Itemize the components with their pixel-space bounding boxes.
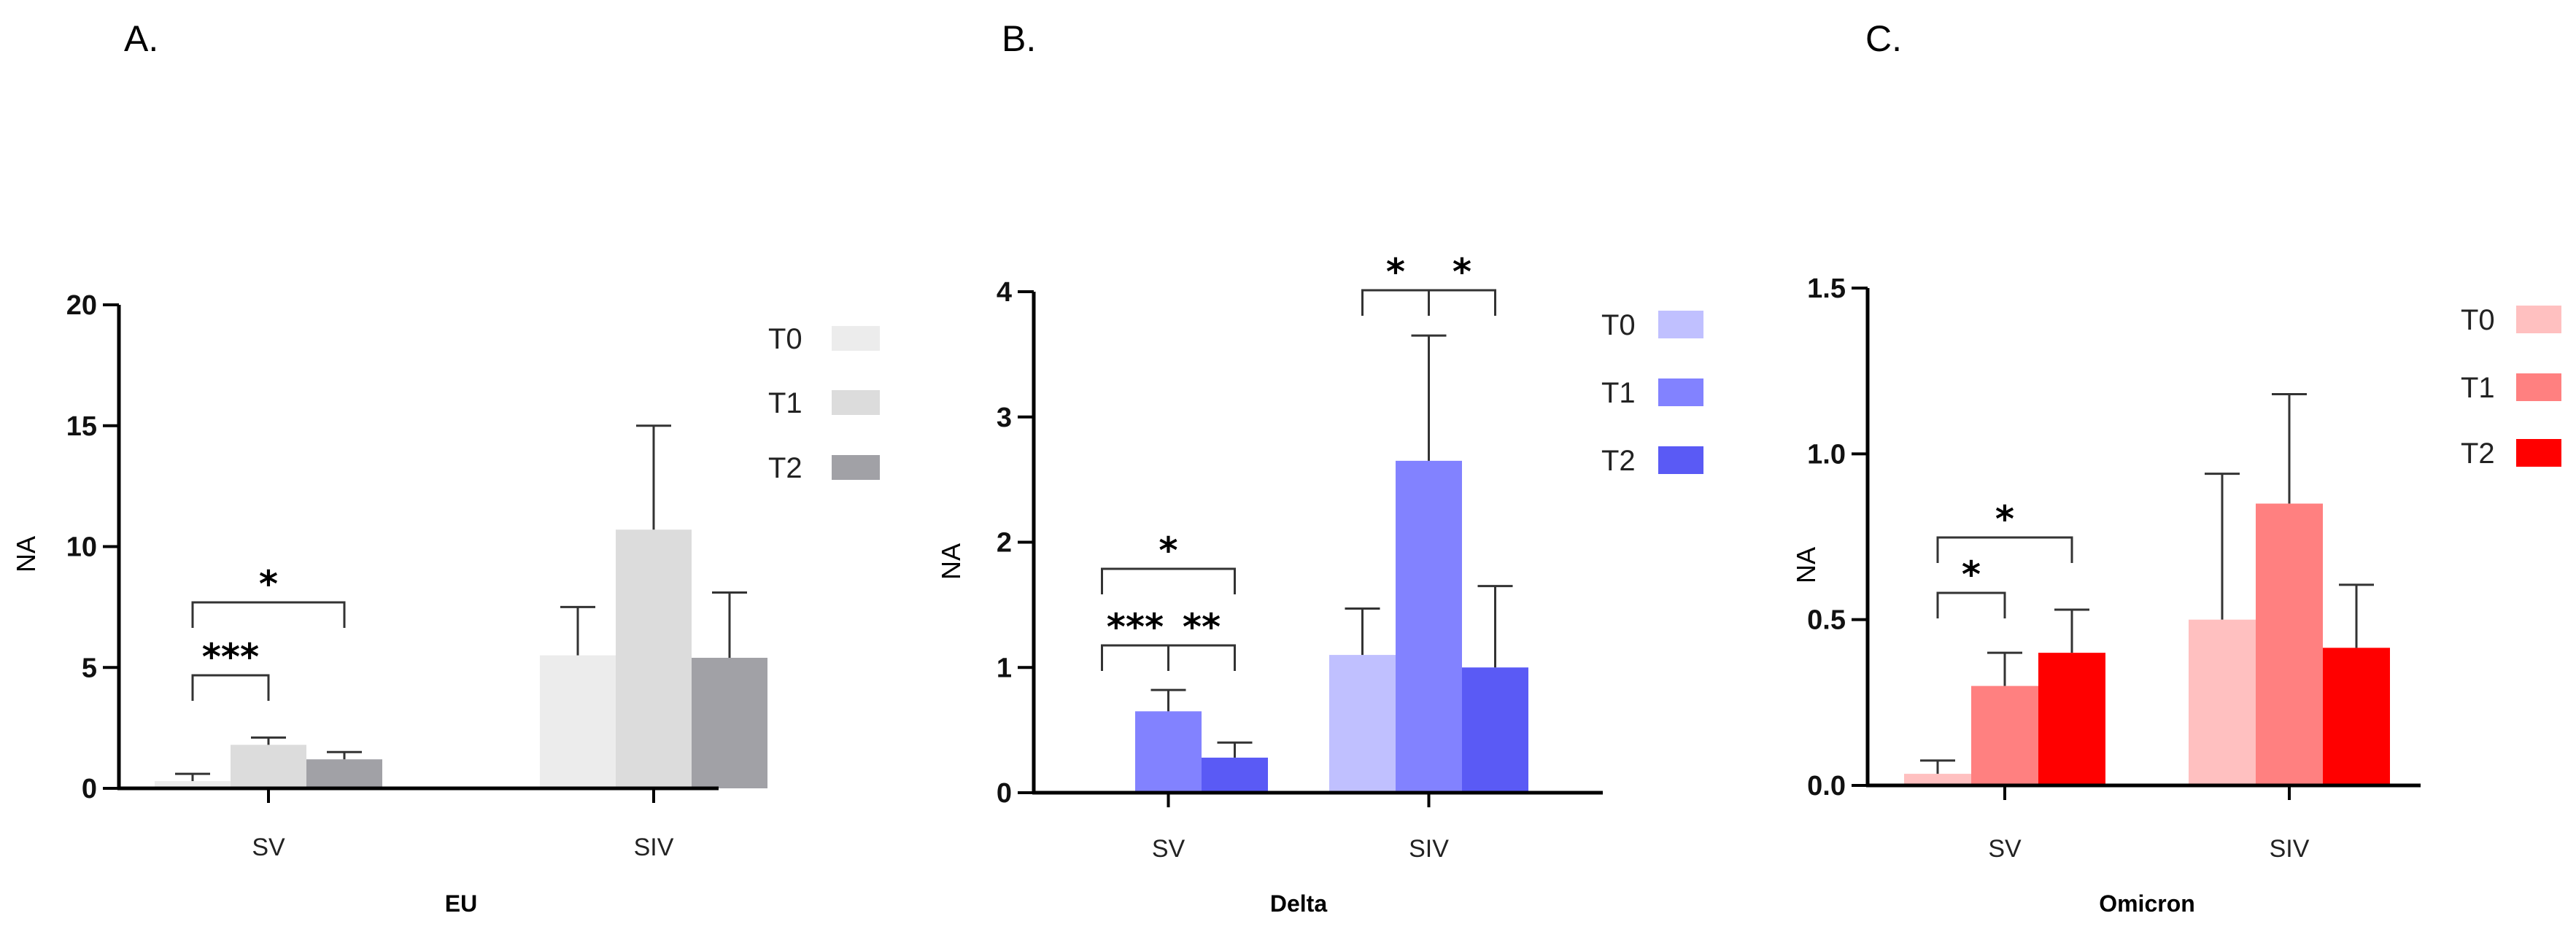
significance-bracket: [1101, 567, 1236, 594]
legend-swatch-t2: [2516, 439, 2561, 467]
y-tick-label: 2: [997, 528, 1012, 559]
y-tick-label: 20: [66, 290, 97, 321]
significance-bracket: [191, 601, 346, 628]
bar-sv-t2: [306, 759, 382, 788]
y-axis-label: NA: [1791, 547, 1821, 583]
significance-label: *: [1962, 554, 1981, 596]
legend-swatch-t1: [832, 390, 880, 415]
x-axis-label: Delta: [1270, 890, 1327, 917]
legend-label-t1: T1: [768, 387, 802, 419]
legend-swatch-t2: [832, 455, 880, 480]
bar-siv-t1: [2256, 503, 2323, 785]
legend-label-t2: T2: [2461, 438, 2495, 470]
bar-sv-t2: [2038, 653, 2105, 785]
significance-bracket: [1101, 644, 1169, 671]
x-tick-label: SV: [1152, 835, 1185, 863]
legend-swatch-t1: [1658, 378, 1703, 406]
bar-sv-t0: [155, 781, 231, 788]
x-axis-label: EU: [445, 890, 477, 917]
y-tick-label: 0.5: [1807, 605, 1846, 636]
legend-swatch-t2: [1658, 446, 1703, 474]
bar-siv-t2: [2323, 648, 2390, 785]
significance-label: *: [259, 563, 278, 605]
significance-label: ***: [202, 636, 259, 678]
legend-label-t0: T0: [1601, 309, 1636, 341]
y-tick-label: 0: [82, 774, 97, 804]
significance-bracket: [1428, 289, 1496, 316]
bar-sv-t1: [231, 745, 306, 788]
significance-label: *: [1995, 498, 2014, 540]
significance-bracket: [191, 674, 270, 701]
legend-swatch-t0: [1658, 311, 1703, 338]
x-tick-label: SIV: [634, 834, 674, 861]
chart-panel-1: A. SV SIV 0 5 10 15 20 NA EU T0 T1 T2 ****: [11, 18, 880, 917]
y-tick-label: 15: [66, 411, 97, 442]
bar-siv-t2: [1462, 667, 1528, 793]
bar-siv-t1: [1396, 460, 1462, 793]
x-tick-label: SIV: [2270, 835, 2310, 863]
x-tick-label: SIV: [1409, 835, 1449, 863]
legend-swatch-t0: [832, 326, 880, 351]
significance-bracket: [1167, 644, 1236, 671]
significance-bracket: [1936, 591, 2006, 618]
legend-label-t2: T2: [1601, 445, 1636, 477]
significance-bracket: [1936, 536, 2073, 563]
bar-siv-t0: [540, 655, 616, 788]
bar-sv-t0: [1904, 774, 1971, 785]
panel-letter: A.: [124, 18, 158, 59]
legend-swatch-t1: [2516, 373, 2561, 401]
x-tick-label: SV: [1988, 835, 2022, 863]
y-tick-label: 1.0: [1807, 439, 1846, 470]
legend-swatch-t0: [2516, 306, 2561, 333]
y-tick-label: 0.0: [1807, 771, 1846, 801]
y-tick-label: 1: [997, 653, 1012, 683]
significance-label: *: [1159, 529, 1177, 572]
bar-siv-t2: [692, 657, 767, 788]
panel-letter: C.: [1865, 18, 1902, 59]
bar-sv-t1: [1135, 711, 1202, 793]
significance-label: *: [1386, 251, 1405, 293]
panel-letter: B.: [1002, 18, 1036, 59]
significance-label: ***: [1107, 606, 1164, 648]
bar-siv-t1: [616, 529, 692, 788]
bar-sv-t1: [1971, 686, 2038, 785]
y-axis-label: NA: [11, 536, 41, 572]
y-tick-label: 10: [66, 532, 97, 563]
x-tick-label: SV: [252, 834, 285, 861]
bar-sv-t2: [1202, 757, 1268, 793]
y-tick-label: 4: [997, 277, 1012, 308]
significance-bracket: [1361, 289, 1430, 316]
legend-label-t2: T2: [768, 452, 802, 484]
legend-label-t0: T0: [2461, 304, 2495, 336]
chart-panel-3: C. SV SIV 0.0 0.5 1.0 1.5 NA Omicron T0 T1 T2 * *: [1791, 18, 2561, 917]
y-tick-label: 0: [997, 778, 1012, 809]
y-axis-label: NA: [936, 543, 966, 580]
y-tick-label: 5: [82, 653, 97, 683]
legend-label-t1: T1: [2461, 372, 2495, 404]
x-axis-label: Omicron: [2099, 890, 2195, 917]
legend-label-t0: T0: [768, 323, 802, 355]
bar-siv-t0: [1329, 655, 1396, 793]
significance-label: **: [1183, 606, 1221, 648]
significance-label: *: [1453, 251, 1471, 293]
bar-siv-t0: [2189, 619, 2256, 785]
legend-label-t1: T1: [1601, 377, 1636, 409]
y-tick-label: 3: [997, 403, 1012, 433]
y-tick-label: 1.5: [1807, 273, 1846, 304]
